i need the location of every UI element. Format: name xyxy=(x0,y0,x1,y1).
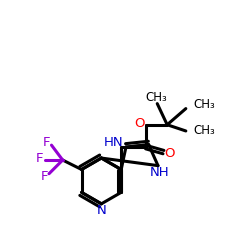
Text: HN: HN xyxy=(104,136,124,149)
Text: F: F xyxy=(35,152,43,165)
Text: CH₃: CH₃ xyxy=(193,124,215,138)
Text: O: O xyxy=(164,147,175,160)
Text: CH₃: CH₃ xyxy=(193,98,215,110)
Text: F: F xyxy=(40,170,48,183)
Text: N: N xyxy=(96,204,106,216)
Text: NH: NH xyxy=(150,166,169,179)
Text: CH₃: CH₃ xyxy=(145,91,167,104)
Text: O: O xyxy=(134,117,145,130)
Text: F: F xyxy=(43,136,50,149)
